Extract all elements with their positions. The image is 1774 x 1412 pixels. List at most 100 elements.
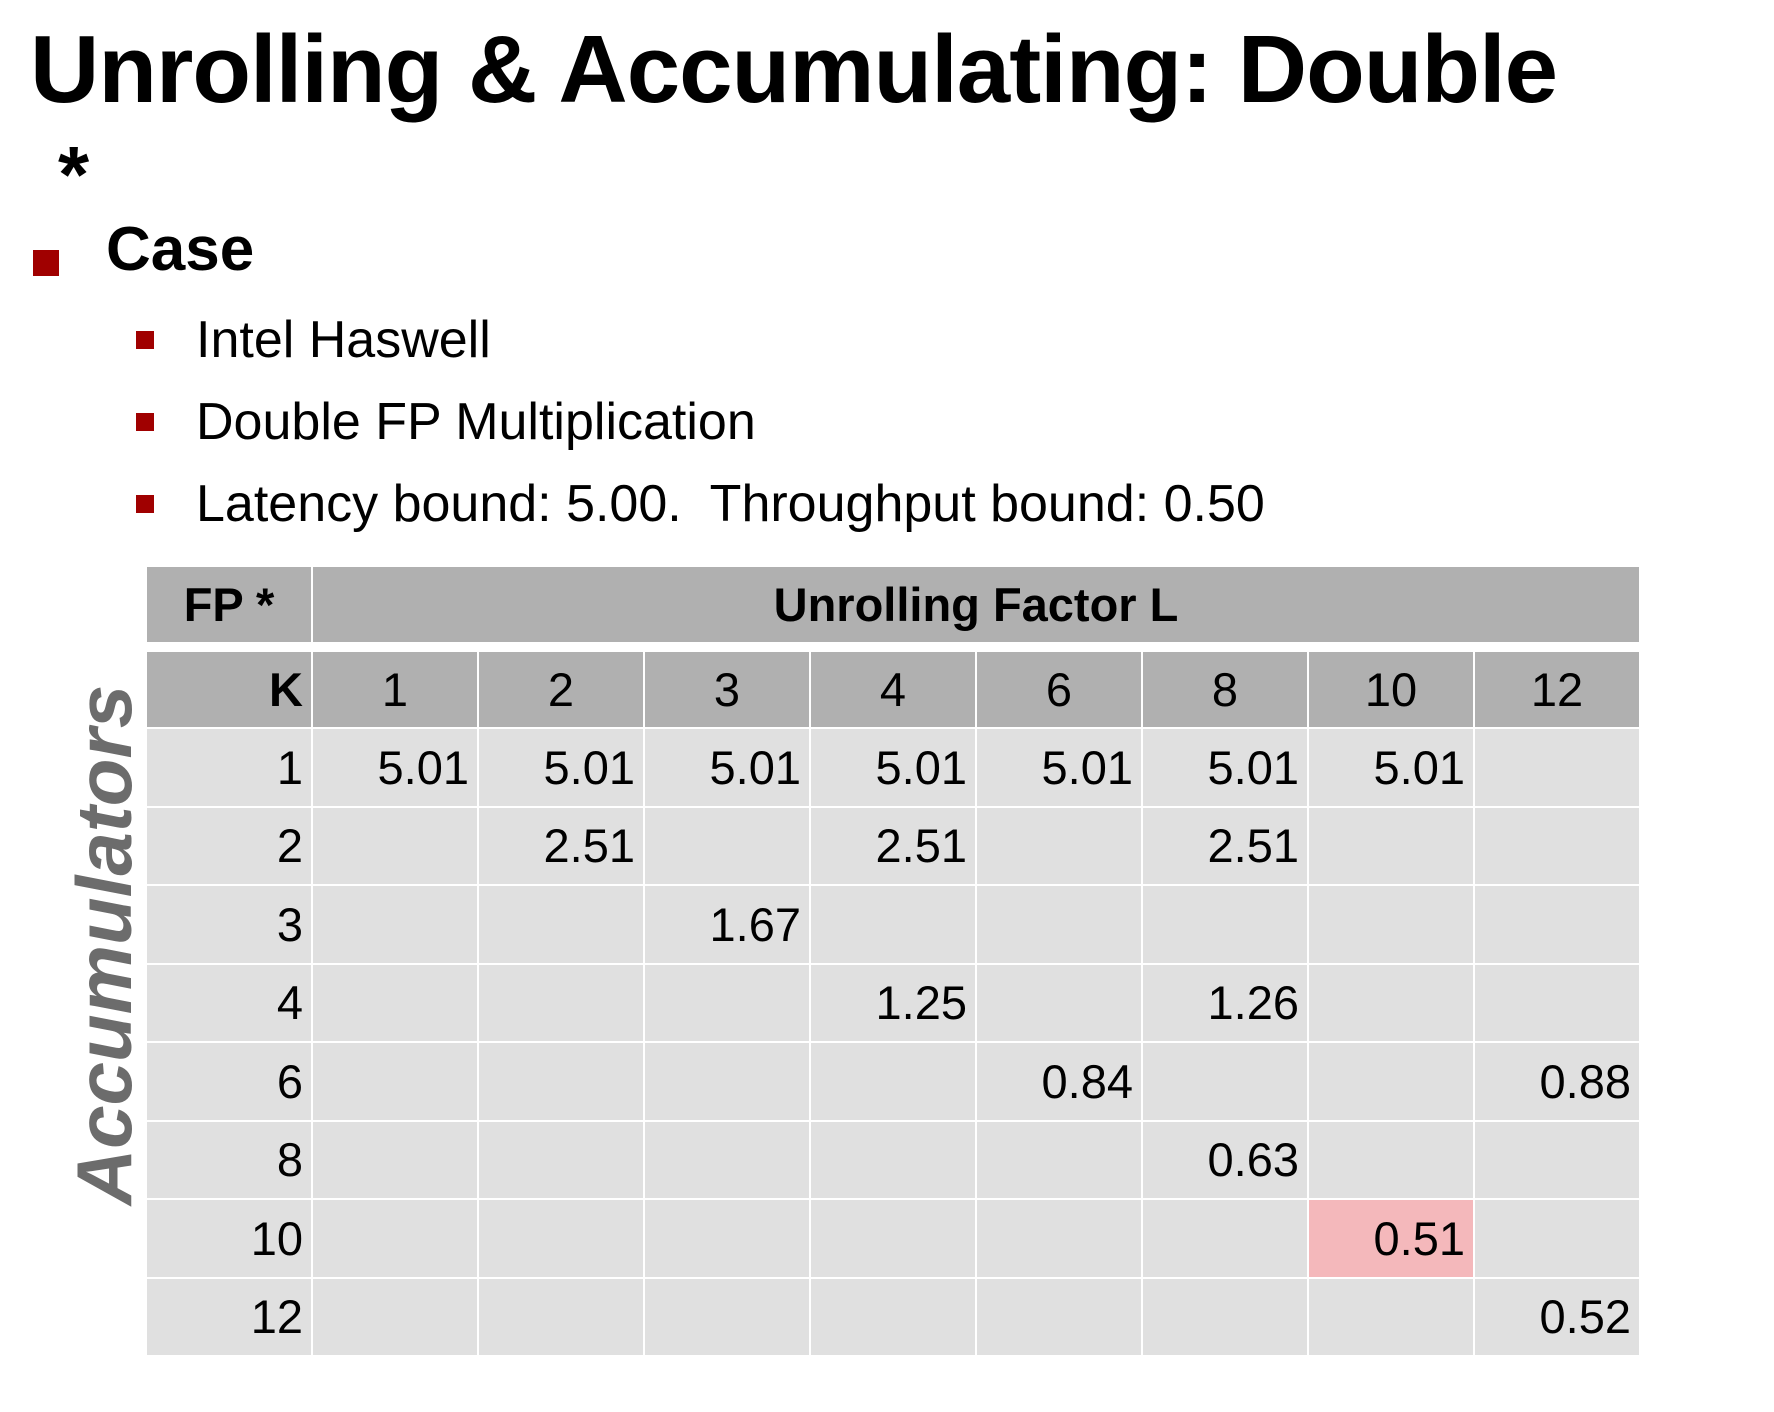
row-header-k: 12	[145, 1276, 313, 1357]
sub-bullet-label: Intel Haswell	[196, 311, 491, 369]
table-cell	[1307, 805, 1475, 886]
row-header-k: 4	[145, 962, 313, 1043]
table-cell	[1141, 884, 1309, 965]
table-cell: 5.01	[643, 727, 811, 808]
table-cell	[1141, 1276, 1309, 1357]
sub-bullet-cpu: Intel Haswell	[0, 308, 1600, 372]
sub-bullet-operation: Double FP Multiplication	[0, 390, 1600, 454]
table-cell	[1141, 1041, 1309, 1122]
table-cell: 1.26	[1141, 962, 1309, 1043]
table-corner-label: FP *	[145, 565, 313, 644]
table-cell	[311, 884, 479, 965]
table-cell: 5.01	[1141, 727, 1309, 808]
column-header-l-12: 12	[1473, 650, 1641, 729]
table-cell	[477, 1119, 645, 1200]
table-cell	[809, 1198, 977, 1279]
table-cell: 0.88	[1473, 1041, 1641, 1122]
k-label: K	[145, 650, 313, 729]
table-cell: 2.51	[809, 805, 977, 886]
table-cell	[975, 1276, 1143, 1357]
table-cell: 5.01	[809, 727, 977, 808]
square-bullet-icon	[33, 250, 59, 276]
row-header-k: 2	[145, 805, 313, 886]
table-cell	[1307, 962, 1475, 1043]
unrolling-factor-header: Unrolling Factor L	[311, 565, 1641, 644]
table-cell	[643, 805, 811, 886]
table-cell	[1473, 1119, 1641, 1200]
table-cell	[1307, 1276, 1475, 1357]
column-header-row: K 1 2 3 4 6 8 10 12	[145, 650, 1641, 729]
column-header-l-1: 1	[311, 650, 479, 729]
table-cell	[311, 1119, 479, 1200]
table-cell: 5.01	[1307, 727, 1475, 808]
column-header-l-6: 6	[975, 650, 1143, 729]
table-cell	[1473, 962, 1641, 1043]
table-cell	[975, 884, 1143, 965]
table-row: 6 0.84 0.88	[145, 1041, 1641, 1122]
table-cell	[477, 1198, 645, 1279]
table-cell	[1473, 1198, 1641, 1279]
table-row: 4 1.25 1.26	[145, 962, 1641, 1043]
table-cell	[311, 1276, 479, 1357]
table-cell: 5.01	[311, 727, 479, 808]
slide-title: Unrolling & Accumulating: Double	[30, 16, 1558, 123]
table-cell	[311, 962, 479, 1043]
sub-bullet-label: Double FP Multiplication	[196, 393, 756, 451]
table-cell	[975, 805, 1143, 886]
results-table: FP * Unrolling Factor L K 1 2 3 4 6 8 10 12 1 5.…	[145, 565, 1641, 1357]
table-cell	[975, 1119, 1143, 1200]
table-cell	[477, 962, 645, 1043]
table-cell: 0.51	[1307, 1198, 1475, 1279]
table-cell: 5.01	[477, 727, 645, 808]
table-cell	[1307, 1119, 1475, 1200]
row-header-k: 1	[145, 727, 313, 808]
sub-bullet-label: Latency bound: 5.00. Throughput bound: 0…	[196, 475, 1265, 533]
table-cell	[1307, 1041, 1475, 1122]
square-bullet-icon	[136, 413, 154, 431]
table-cell: 0.84	[975, 1041, 1143, 1122]
table-cell	[311, 805, 479, 886]
table-cell	[809, 884, 977, 965]
table-cell	[975, 1198, 1143, 1279]
table-cell	[477, 1041, 645, 1122]
table-cell: 2.51	[477, 805, 645, 886]
table-cell: 1.67	[643, 884, 811, 965]
case-label: Case	[106, 215, 255, 284]
row-header-k: 6	[145, 1041, 313, 1122]
table-cell: 0.52	[1473, 1276, 1641, 1357]
table-cell	[643, 962, 811, 1043]
column-header-l-3: 3	[643, 650, 811, 729]
table-header-row: FP * Unrolling Factor L	[145, 565, 1641, 644]
table-row: 3 1.67	[145, 884, 1641, 965]
square-bullet-icon	[136, 331, 154, 349]
column-header-l-2: 2	[477, 650, 645, 729]
table-cell	[1141, 1198, 1309, 1279]
table-cell	[311, 1041, 479, 1122]
table-cell	[1473, 727, 1641, 808]
table-row: 12 0.52	[145, 1276, 1641, 1357]
table-cell	[477, 884, 645, 965]
table-cell	[1473, 884, 1641, 965]
table-cell	[311, 1198, 479, 1279]
table-cell	[643, 1041, 811, 1122]
column-header-l-8: 8	[1141, 650, 1309, 729]
case-bullet: Case	[0, 215, 600, 285]
table-cell	[809, 1119, 977, 1200]
table-cell: 0.63	[1141, 1119, 1309, 1200]
accumulators-axis-label: Accumulators	[60, 684, 148, 1206]
table-cell	[477, 1276, 645, 1357]
column-header-l-10: 10	[1307, 650, 1475, 729]
table-cell	[1473, 805, 1641, 886]
table-row: 10 0.51	[145, 1198, 1641, 1279]
table-cell: 2.51	[1141, 805, 1309, 886]
table-cell	[1307, 884, 1475, 965]
table-row: 1 5.01 5.01 5.01 5.01 5.01 5.01 5.01	[145, 727, 1641, 808]
table-row: 2 2.51 2.51 2.51	[145, 805, 1641, 886]
row-header-k: 10	[145, 1198, 313, 1279]
column-header-l-4: 4	[809, 650, 977, 729]
square-bullet-icon	[136, 495, 154, 513]
table-cell: 1.25	[809, 962, 977, 1043]
table-cell: 5.01	[975, 727, 1143, 808]
table-cell	[809, 1041, 977, 1122]
table-row: 8 0.63	[145, 1119, 1641, 1200]
